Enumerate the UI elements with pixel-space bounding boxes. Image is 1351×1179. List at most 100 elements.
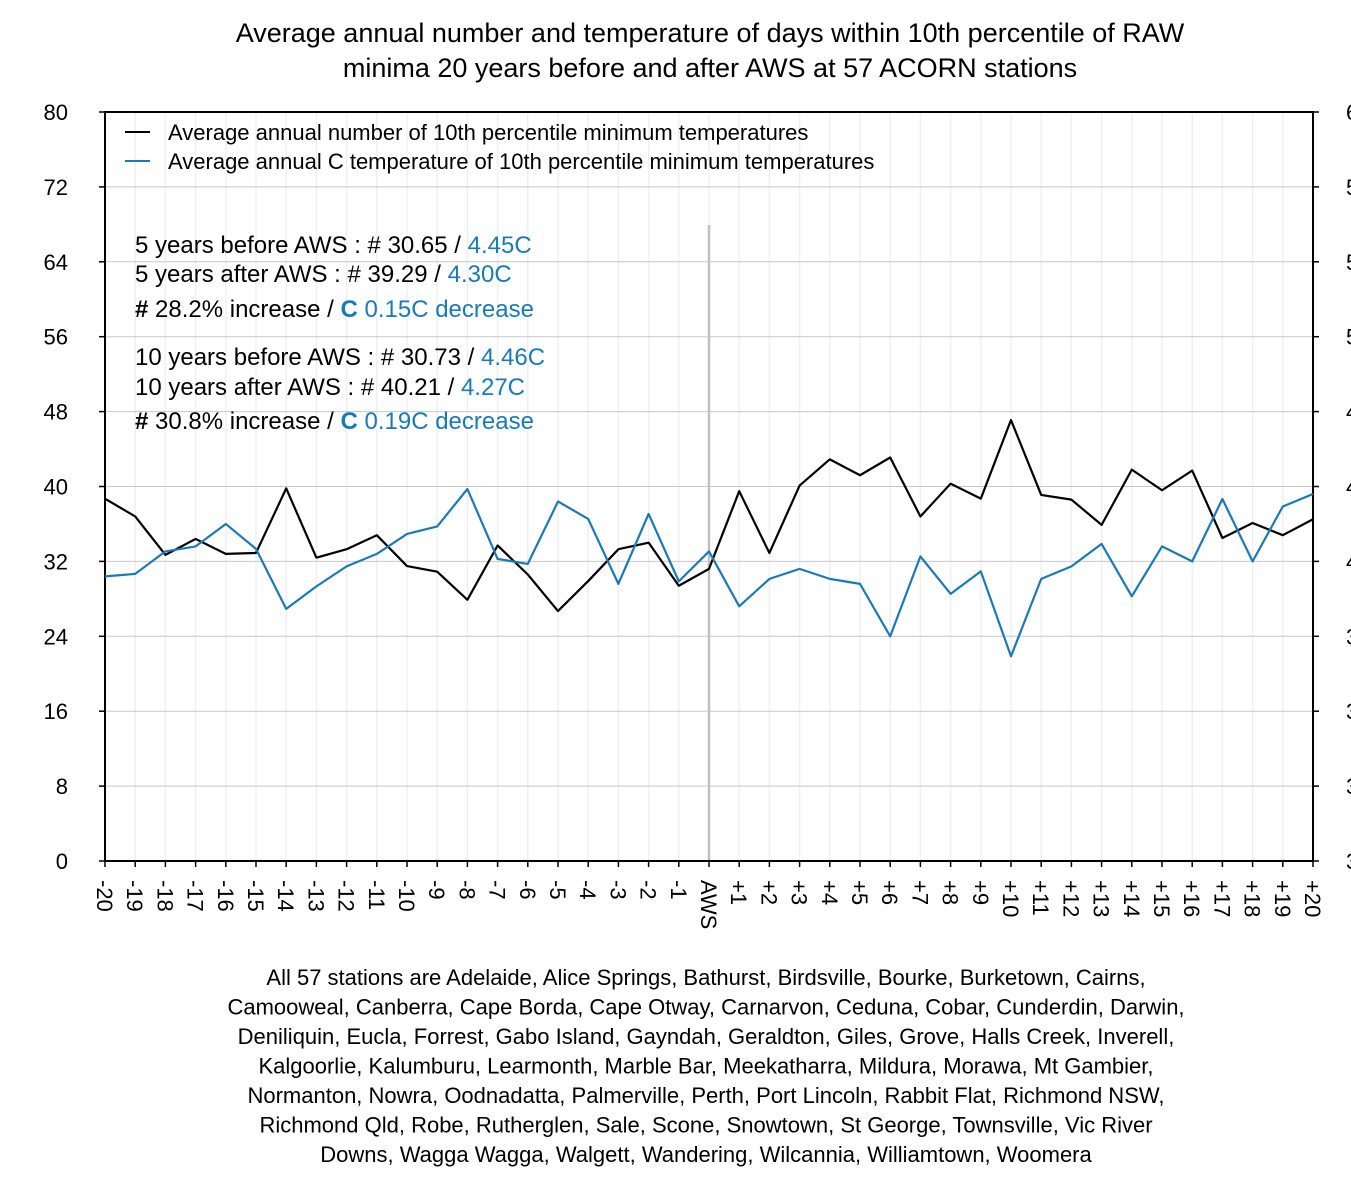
y-tick-label: 80 (44, 100, 68, 125)
x-tick-label: -12 (334, 880, 359, 912)
annotation-part: 10 years after AWS : # 40.21 / (135, 374, 461, 401)
y-tick-label: 72 (44, 175, 68, 200)
y-tick-label: 40 (44, 475, 68, 500)
y2-tick-label: 4.2 (1346, 549, 1351, 574)
annotation-part: 30.8% increase / (148, 408, 340, 435)
annotation: 10 years after AWS : # 40.21 / 4.27C (135, 374, 525, 401)
x-tick-label: -14 (273, 880, 298, 912)
y2-tick-label: 3.9 (1346, 624, 1351, 649)
x-tick-label: -19 (122, 880, 147, 912)
x-tick-label: -11 (364, 880, 389, 910)
y-tick-label: 56 (44, 325, 68, 350)
x-tick-label: +20 (1300, 880, 1325, 917)
y2-tick-label: 5.1 (1346, 325, 1351, 350)
x-tick-label: -6 (515, 880, 540, 900)
annotation-part: 0.15C decrease (358, 296, 534, 323)
x-tick-label: -8 (454, 880, 479, 900)
y-tick-label: 24 (44, 624, 68, 649)
x-tick-label: +2 (756, 880, 781, 905)
x-tick-label: +19 (1270, 880, 1295, 917)
footnote: All 57 stations are Adelaide, Alice Spri… (266, 965, 1145, 990)
x-tick-label: -18 (152, 880, 177, 912)
x-tick-label: -10 (394, 880, 419, 912)
x-tick-label: +10 (998, 880, 1023, 917)
annotation-part: 0.19C decrease (358, 408, 534, 435)
x-tick-label: +8 (938, 880, 963, 905)
x-tick-label: +12 (1058, 880, 1083, 917)
series-line (104, 418, 1314, 613)
x-tick-label: +15 (1149, 880, 1174, 917)
x-tick-label: +3 (787, 880, 812, 905)
x-tick-label: -3 (605, 880, 630, 900)
y2-tick-label: 3.6 (1346, 699, 1351, 724)
legend-label: Average annual number of 10th percentile… (168, 120, 808, 145)
annotation: 5 years after AWS : # 39.29 / 4.30C (135, 261, 512, 288)
y2-tick-label: 3.0 (1346, 849, 1351, 874)
series-line (104, 487, 1314, 658)
footnote: Downs, Wagga Wagga, Walgett, Wandering, … (320, 1142, 1092, 1167)
annotation-part: 4.30C (448, 261, 512, 288)
y2-tick-label: 5.7 (1346, 175, 1351, 200)
x-tick-label: +1 (726, 880, 751, 905)
annotation: # 30.8% increase / C 0.19C decrease (135, 408, 534, 435)
annotation-part: # (135, 296, 148, 323)
x-tick-label: -13 (303, 880, 328, 912)
x-tick-label: -17 (183, 880, 208, 912)
y2-tick-label: 3.3 (1346, 774, 1351, 799)
y2-tick-label: 4.5 (1346, 475, 1351, 500)
x-tick-label: +18 (1240, 880, 1265, 917)
plot-frame (104, 111, 1314, 862)
y-tick-label: 64 (44, 250, 68, 275)
annotation-part: 10 years before AWS : # 30.73 / (135, 344, 481, 371)
x-tick-label: -16 (213, 880, 238, 912)
footnote: Richmond Qld, Robe, Rutherglen, Sale, Sc… (259, 1113, 1152, 1138)
annotation-part: 5 years after AWS : # 39.29 / (135, 261, 448, 288)
x-tick-label: +7 (907, 880, 932, 905)
x-tick-label: +9 (968, 880, 993, 905)
x-tick-label: -7 (485, 880, 510, 900)
annotation: 5 years before AWS : # 30.65 / 4.45C (135, 232, 532, 259)
legend-label: Average annual C temperature of 10th per… (168, 149, 874, 174)
y-tick-label: 16 (44, 699, 68, 724)
x-tick-label: +17 (1209, 880, 1234, 917)
footnote: Deniliquin, Eucla, Forrest, Gabo Island,… (238, 1024, 1175, 1049)
footnote: Kalgoorlie, Kalumburu, Learmonth, Marble… (258, 1054, 1153, 1079)
y2-tick-label: 4.8 (1346, 400, 1351, 425)
x-tick-label: +16 (1179, 880, 1204, 917)
x-tick-label: +6 (877, 880, 902, 905)
chart-title: minima 20 years before and after AWS at … (343, 53, 1077, 83)
y-tick-label: 8 (56, 774, 68, 799)
footnote: Camooweal, Canberra, Cape Borda, Cape Ot… (227, 995, 1184, 1020)
x-tick-label: -5 (545, 880, 570, 900)
x-tick-label: +5 (847, 880, 872, 905)
x-tick-label: -2 (636, 880, 661, 900)
y-tick-label: 0 (56, 849, 68, 874)
annotation-part: C (340, 408, 357, 435)
x-tick-label: +11 (1028, 880, 1053, 916)
annotation-part: 4.45C (468, 232, 532, 259)
x-tick-label: +4 (817, 880, 842, 905)
x-tick-label: -4 (575, 880, 600, 900)
annotation-part: 4.46C (481, 344, 545, 371)
annotation-part: 4.27C (461, 374, 525, 401)
x-tick-label: -9 (424, 880, 449, 900)
x-tick-label: +14 (1119, 880, 1144, 917)
x-tick-label: +13 (1089, 880, 1114, 917)
y2-tick-label: 5.4 (1346, 250, 1351, 275)
x-tick-label: -15 (243, 880, 268, 912)
annotation-part: 28.2% increase / (148, 296, 340, 323)
x-tick-label: -1 (666, 880, 691, 900)
annotation-part: # (135, 408, 148, 435)
y-tick-label: 32 (44, 549, 68, 574)
annotation: 10 years before AWS : # 30.73 / 4.46C (135, 344, 545, 371)
x-tick-label: -20 (92, 880, 117, 912)
y-tick-label: 48 (44, 400, 68, 425)
annotation: # 28.2% increase / C 0.15C decrease (135, 296, 534, 323)
chart-title: Average annual number and temperature of… (236, 18, 1185, 48)
x-tick-label: AWS (696, 880, 721, 929)
footnote: Normanton, Nowra, Oodnadatta, Palmervill… (247, 1083, 1164, 1108)
annotation-part: 5 years before AWS : # 30.65 / (135, 232, 468, 259)
y2-tick-label: 6.0 (1346, 100, 1351, 125)
annotation-part: C (340, 296, 357, 323)
